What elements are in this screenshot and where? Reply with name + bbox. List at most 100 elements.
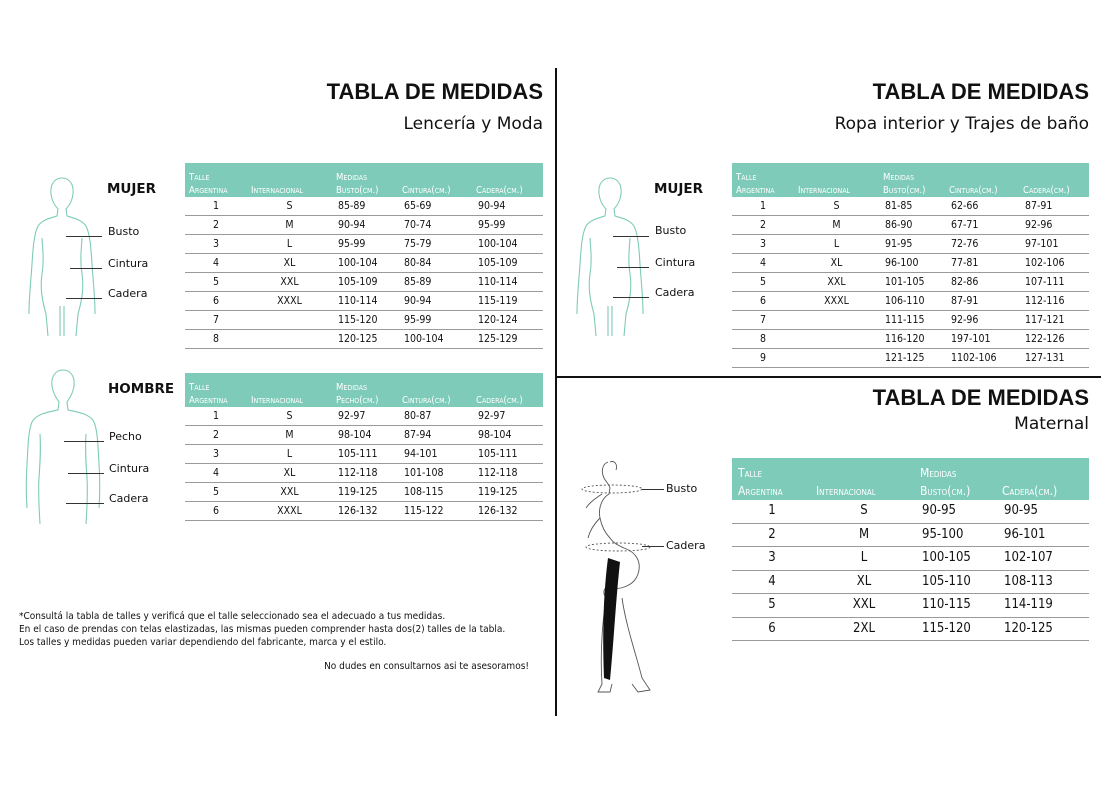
col-header: Internacional: [794, 163, 879, 197]
table-cell: 98-104: [472, 425, 543, 445]
table-cell: S: [794, 197, 879, 216]
note-line: *Consultá la tabla de talles y verificá …: [19, 611, 446, 622]
table-cell: 114-119: [998, 593, 1089, 618]
table-cell: 91-95: [879, 234, 945, 254]
table-cell: 4: [185, 463, 247, 483]
table-cell: 3: [185, 444, 247, 464]
table-cell: S: [247, 197, 332, 216]
table-cell: 105-109: [472, 253, 543, 273]
table-cell: 110-115: [916, 593, 998, 618]
table-cell: 126-132: [332, 501, 398, 521]
table-row: 2 M 86-90 67-71 92-96: [732, 215, 1089, 235]
table-cell: 7: [185, 310, 247, 330]
table-cell: 122-126: [1019, 329, 1089, 349]
table-cell: 85-89: [332, 197, 398, 216]
table-cell: 101-108: [398, 463, 472, 483]
table-cell: 120-125: [998, 617, 1089, 641]
table-cell: 94-101: [398, 444, 472, 464]
table-cell: 1: [732, 197, 794, 216]
table-cell: 7: [732, 310, 794, 330]
table-row: 4 XL 112-118 101-108 112-118: [185, 463, 543, 483]
table-cell: 106-110: [879, 291, 945, 311]
col-header: Medidas Busto(cm.): [879, 163, 945, 197]
table-cell: 105-111: [472, 444, 543, 464]
table-cell: 121-125: [879, 348, 945, 368]
col-header: Cintura(cm.): [945, 163, 1019, 197]
table-cell: XL: [247, 463, 332, 483]
table-cell: L: [812, 546, 916, 571]
col-header: Medidas Pecho(cm.): [332, 373, 398, 407]
marker-line: [613, 236, 649, 237]
marker-label-pecho: Pecho: [109, 430, 142, 443]
table-cell: 101-105: [879, 272, 945, 292]
table-cell: 107-111: [1019, 272, 1089, 292]
table-cell: 100-104: [332, 253, 398, 273]
table-row: 9 121-125 1102-106 127-131: [732, 348, 1089, 368]
table-row: 5 XXL 119-125 108-115 119-125: [185, 482, 543, 502]
table-cell: 105-110: [916, 570, 998, 594]
table-cell: 67-71: [945, 215, 1019, 235]
table-cell: 108-113: [998, 570, 1089, 594]
table-cell: 95-99: [472, 215, 543, 235]
marker-label-busto: Busto: [666, 482, 698, 495]
marker-line: [70, 268, 102, 269]
table-cell: XXL: [247, 272, 332, 292]
mujer-label: MUJER: [654, 181, 704, 197]
table-row: 7 111-115 92-96 117-121: [732, 310, 1089, 330]
table-cell: 8: [185, 329, 247, 349]
table-cell: L: [794, 234, 879, 254]
table-cell: 90-94: [472, 197, 543, 216]
marker-label-cintura: Cintura: [655, 256, 696, 269]
table-cell: 105-111: [332, 444, 398, 464]
table-cell: 117-121: [1019, 310, 1089, 330]
size-table-lenceria-mujer: Talle Argentina Internacional Medidas Bust…: [185, 163, 543, 349]
table-cell: 95-99: [332, 234, 398, 254]
table-cell: XXL: [247, 482, 332, 502]
section-subtitle: Lencería y Moda: [403, 114, 544, 134]
size-table-lenceria-hombre: Talle Argentina Internacional Medidas Pech…: [185, 373, 543, 521]
col-header: Internacional: [247, 163, 332, 197]
table-cell: 5: [185, 272, 247, 292]
page-title: TABLA DE MEDIDAS: [326, 79, 543, 104]
table-cell: 1: [732, 500, 812, 524]
table-cell: 6: [732, 617, 812, 641]
table-cell: 1: [185, 407, 247, 426]
table-cell: 119-125: [332, 482, 398, 502]
table-cell: 98-104: [332, 425, 398, 445]
table-cell: 72-76: [945, 234, 1019, 254]
table-cell: [794, 329, 879, 349]
table-cell: 105-109: [332, 272, 398, 292]
table-cell: 92-97: [332, 407, 398, 426]
woman-figure-icon: [28, 177, 96, 337]
table-cell: M: [794, 215, 879, 235]
marker-label-cintura: Cintura: [108, 257, 149, 270]
section-subtitle: Ropa interior y Trajes de baño: [834, 114, 1089, 134]
table-cell: 90-95: [998, 500, 1089, 524]
size-table-maternal: Talle Argentina Internacional Medidas Bust…: [732, 458, 1089, 641]
marker-label-busto: Busto: [108, 225, 140, 238]
table-cell: 90-94: [398, 291, 472, 311]
table-cell: 87-91: [1019, 197, 1089, 216]
table-row: 1 S 85-89 65-69 90-94: [185, 197, 543, 216]
table-row: 3 L 105-111 94-101 105-111: [185, 444, 543, 464]
table-row: 4 XL 105-110 108-113: [732, 570, 1089, 594]
table-cell: 102-107: [998, 546, 1089, 571]
marker-label-cintura: Cintura: [109, 462, 150, 475]
table-row: 6 2XL 115-120 120-125: [732, 617, 1089, 641]
table-cell: 4: [185, 253, 247, 273]
page-title: TABLA DE MEDIDAS: [872, 79, 1089, 104]
marker-line: [64, 441, 104, 442]
table-cell: 80-84: [398, 253, 472, 273]
marker-line: [68, 473, 104, 474]
table-cell: 6: [185, 291, 247, 311]
table-cell: 75-79: [398, 234, 472, 254]
table-row: 2 M 95-100 96-101: [732, 523, 1089, 547]
section-subtitle: Maternal: [1014, 414, 1089, 434]
col-header: Cintura(cm.): [398, 373, 472, 407]
table-cell: 97-101: [1019, 234, 1089, 254]
table-cell: 9: [732, 348, 794, 368]
col-header: Internacional: [812, 458, 916, 500]
woman-figure-icon: [576, 177, 644, 337]
table-cell: 6: [732, 291, 794, 311]
table-cell: 4: [732, 570, 812, 594]
